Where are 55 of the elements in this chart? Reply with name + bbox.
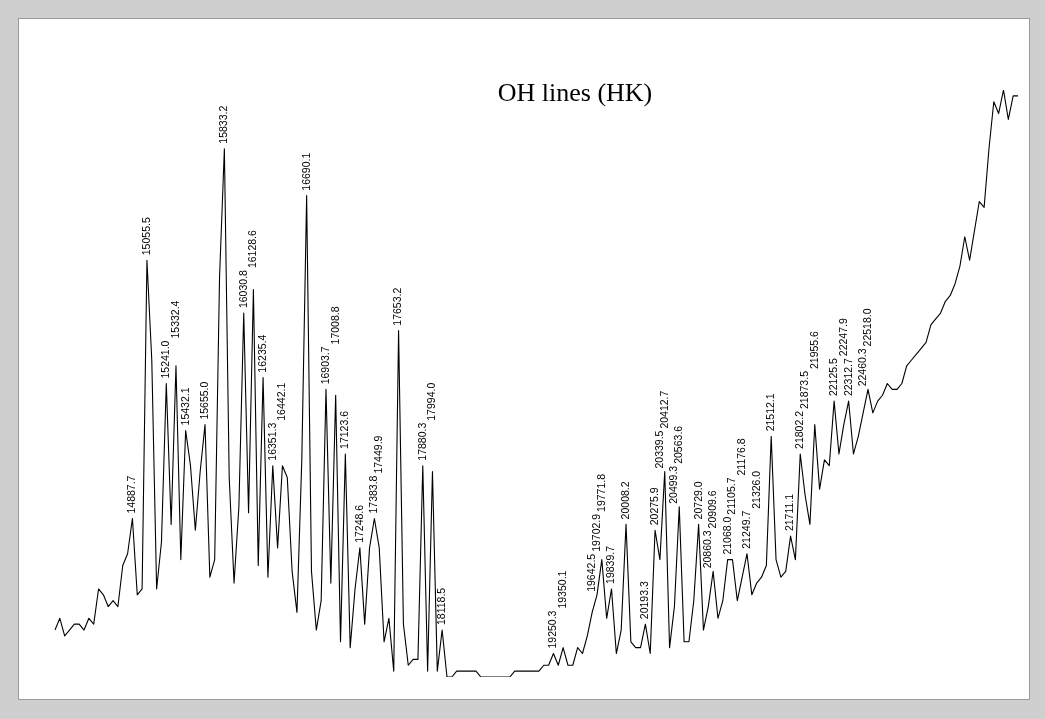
x-tick-label: 19642.5 (585, 553, 598, 592)
x-tick-label: 20860.3 (701, 530, 714, 569)
x-tick-label: 19350.1 (556, 570, 569, 609)
x-tick-label: 20563.6 (672, 425, 685, 464)
x-tick-label: 22312.7 (841, 357, 854, 397)
x-tick-label: 15241.0 (159, 340, 172, 379)
x-tick-label: 21802.2 (793, 410, 806, 449)
x-tick-label: 21068.0 (720, 516, 733, 555)
x-tick-label: 15833.2 (217, 105, 230, 144)
x-tick-label: 17008.8 (328, 306, 341, 345)
x-tick-label: 22125.5 (827, 357, 839, 397)
x-tick-label: 16351.3 (265, 422, 278, 461)
x-tick-label: 21249.7 (739, 510, 752, 549)
x-tick-label: 21512.1 (764, 393, 777, 432)
x-tick-label: 17123.6 (338, 410, 351, 449)
x-tick-label: 16235.4 (255, 334, 268, 373)
x-tick-label: 15432.1 (178, 387, 191, 426)
x-tick-label: 19250.3 (546, 610, 559, 649)
x-tick-label: 16030.8 (236, 269, 249, 309)
x-tick-label: 17383.8 (367, 475, 380, 514)
x-tick-label: 21176.8 (735, 438, 748, 476)
x-tick-label: 20275.9 (647, 487, 660, 526)
x-tick-label: 22247.9 (836, 318, 849, 357)
x-tick-label: 15332.4 (168, 300, 181, 339)
x-tick-label: 17449.9 (372, 435, 385, 474)
x-tick-label: 21326.0 (749, 470, 762, 509)
x-tick-label: 18118.5 (435, 587, 448, 626)
x-tick-label: 21105.7 (725, 477, 738, 515)
x-tick-label: 16903.7 (318, 346, 331, 385)
x-tick-label: 15055.5 (139, 217, 152, 256)
x-tick-label: 20339.5 (652, 430, 665, 469)
x-tick-label: 15655.0 (197, 381, 210, 420)
x-tick-label: 20412.7 (657, 390, 670, 429)
x-tick-label: 17248.6 (352, 504, 365, 543)
x-tick-label: 20008.2 (618, 481, 631, 520)
x-tick-label: 19702.9 (589, 513, 602, 552)
x-tick-label: 17653.2 (391, 287, 404, 326)
x-tick-label: 19771.8 (594, 473, 607, 512)
x-tick-label: 16690.1 (299, 152, 312, 191)
x-tick-label: 17994.0 (425, 382, 438, 421)
x-tick-label: 21711.1 (783, 493, 796, 532)
x-tick-label: 21873.5 (797, 370, 810, 409)
x-tick-label: 20729.0 (691, 481, 704, 520)
chart-title: OH lines (HK) (496, 78, 654, 108)
x-tick-label: 16128.6 (246, 229, 259, 269)
x-tick-label: 14887.7 (125, 475, 138, 514)
x-tick-label: 17880.3 (415, 422, 428, 461)
x-tick-label: 20499.3 (667, 465, 680, 504)
x-tick-label: 20193.3 (638, 581, 651, 620)
x-tick-label: 22460.3 (856, 348, 869, 387)
x-tick-label: 19839.7 (604, 545, 617, 584)
x-tick-label: 22518.0 (860, 308, 873, 347)
x-tick-label: 21955.6 (807, 330, 820, 370)
x-tick-label: 16442.1 (275, 382, 288, 421)
x-tick-label: 20909.6 (706, 490, 719, 529)
